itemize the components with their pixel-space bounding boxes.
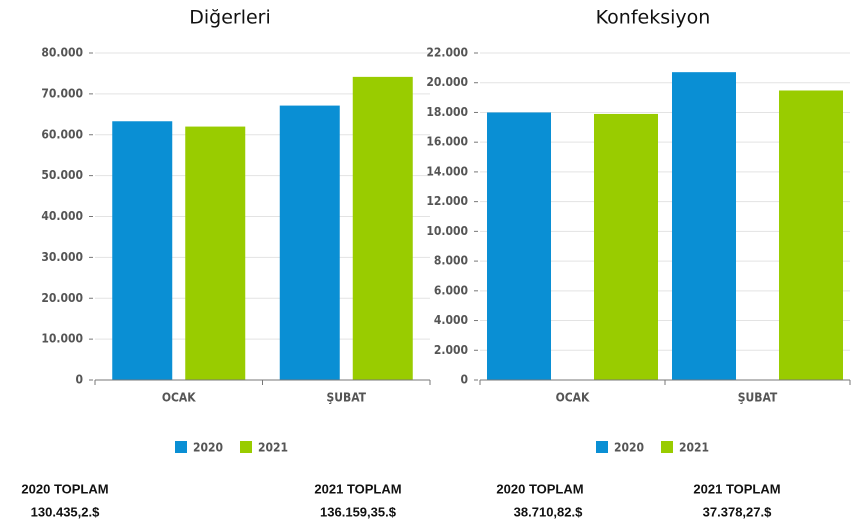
y-tick-label: 80.000 [41, 46, 83, 60]
legend-label: 2020 [193, 441, 223, 455]
y-tick-label: 14.000 [426, 164, 468, 178]
y-tick-label: 10.000 [426, 224, 468, 238]
y-tick-label: 0 [75, 373, 83, 387]
y-tick-label: 30.000 [41, 250, 83, 264]
y-tick-label: 12.000 [426, 194, 468, 208]
legend-swatch [240, 441, 252, 453]
y-tick-label: 2.000 [434, 343, 468, 357]
x-tick-label: ŞUBAT [326, 391, 366, 405]
legend-swatch [596, 441, 608, 453]
y-tick-label: 10.000 [41, 332, 83, 346]
y-tick-label: 50.000 [41, 168, 83, 182]
y-tick-label: 0 [460, 373, 468, 387]
legend-label: 2021 [258, 441, 288, 455]
chart-title: Diğerleri [189, 7, 271, 29]
total-label: 2021 TOPLAM [314, 481, 401, 496]
legend-swatch [175, 441, 187, 453]
y-tick-label: 20.000 [426, 75, 468, 89]
y-tick-label: 70.000 [41, 86, 83, 100]
bar [279, 105, 340, 380]
total-label: 2020 TOPLAM [496, 481, 583, 496]
bar [779, 90, 843, 381]
y-tick-label: 4.000 [434, 313, 468, 327]
total-value: 38.710,82.$ [514, 504, 583, 519]
y-tick-label: 18.000 [426, 105, 468, 119]
y-tick-label: 40.000 [41, 209, 83, 223]
x-tick-label: ŞUBAT [738, 391, 778, 405]
total-label: 2020 TOPLAM [21, 481, 108, 496]
bar [352, 76, 413, 380]
legend-swatch [661, 441, 673, 453]
total-value: 136.159,35.$ [320, 504, 397, 519]
legend-label: 2020 [614, 441, 644, 455]
bar [185, 126, 246, 380]
bar [487, 112, 551, 381]
y-tick-label: 16.000 [426, 135, 468, 149]
bar [112, 121, 173, 380]
y-tick-label: 60.000 [41, 127, 83, 141]
y-tick-label: 6.000 [434, 283, 468, 297]
total-value: 37.378,27.$ [703, 504, 772, 519]
y-tick-label: 20.000 [41, 291, 83, 305]
total-value: 130.435,2.$ [31, 504, 100, 519]
chart-title: Konfeksiyon [596, 7, 711, 29]
legend-label: 2021 [679, 441, 709, 455]
y-tick-label: 22.000 [426, 46, 468, 60]
bar [594, 113, 658, 380]
y-tick-label: 8.000 [434, 254, 468, 268]
bar [672, 72, 736, 381]
x-tick-label: OCAK [556, 391, 590, 405]
total-label: 2021 TOPLAM [693, 481, 780, 496]
x-tick-label: OCAK [162, 391, 196, 405]
